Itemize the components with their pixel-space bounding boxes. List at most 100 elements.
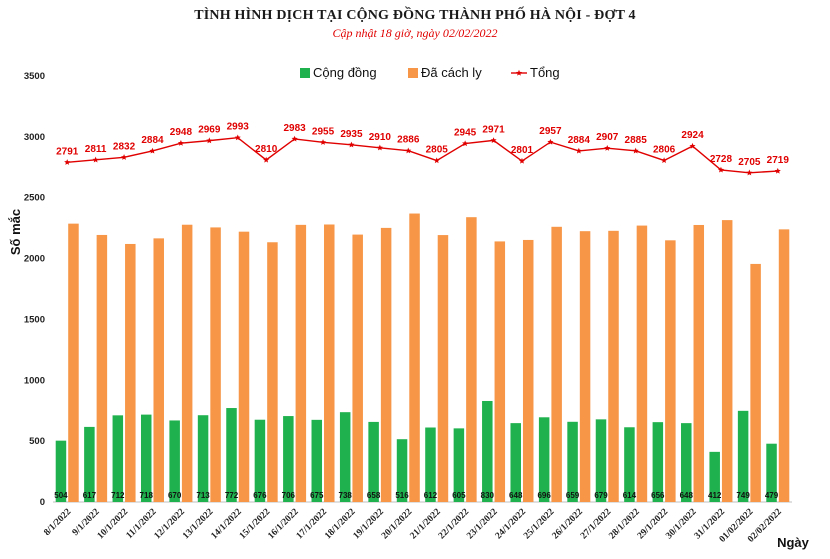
community-bar xyxy=(197,415,209,502)
isolated-bar xyxy=(778,229,790,503)
community-value-label: 658 xyxy=(367,491,381,500)
legend-label-community: Cộng đồng xyxy=(313,65,377,80)
legend-swatch-community xyxy=(300,68,310,78)
isolated-bar xyxy=(750,263,761,502)
y-tick-label: 0 xyxy=(40,497,45,508)
community-value-label: 712 xyxy=(111,491,125,500)
legend-label-total: Tổng xyxy=(530,65,560,80)
isolated-bar xyxy=(96,234,108,502)
community-bar xyxy=(112,415,124,502)
total-marker xyxy=(717,166,724,173)
community-value-label: 675 xyxy=(310,491,324,500)
isolated-bar xyxy=(352,234,363,502)
isolated-bar xyxy=(324,224,335,502)
total-marker xyxy=(575,147,582,154)
community-bar xyxy=(709,451,720,502)
total-marker xyxy=(149,147,156,154)
community-bars xyxy=(55,400,777,502)
community-bar xyxy=(140,414,152,502)
y-tick-label: 3000 xyxy=(24,132,45,143)
isolated-bar xyxy=(551,226,562,502)
community-bar xyxy=(737,410,749,502)
isolated-bar xyxy=(153,238,164,502)
isolated-bar xyxy=(466,217,477,502)
total-marker xyxy=(604,144,611,151)
community-bar xyxy=(453,428,465,502)
total-value-label: 2728 xyxy=(710,154,733,165)
total-value-label: 2910 xyxy=(369,132,392,143)
community-bar xyxy=(226,408,237,502)
community-bar xyxy=(482,400,493,502)
legend-swatch-isolated xyxy=(408,68,418,78)
community-value-label: 713 xyxy=(196,491,210,500)
community-bar xyxy=(652,422,664,502)
legend: Cộng đồng Đã cách ly Tổng xyxy=(300,65,560,80)
isolated-bar xyxy=(181,224,193,502)
total-marker xyxy=(547,138,554,145)
total-marker xyxy=(291,135,298,142)
community-bar xyxy=(425,427,436,502)
total-value-label: 2948 xyxy=(170,127,193,138)
total-marker xyxy=(518,157,526,164)
isolated-bar xyxy=(409,213,420,502)
total-value-label: 2955 xyxy=(312,126,335,137)
total-line xyxy=(64,134,781,176)
total-value-label: 2971 xyxy=(482,124,505,135)
community-value-label: 614 xyxy=(623,491,637,500)
community-value-label: 706 xyxy=(282,491,296,500)
total-value-label: 2957 xyxy=(539,126,562,137)
total-marker xyxy=(206,137,213,144)
total-value-label: 2884 xyxy=(141,135,164,146)
community-value-label: 679 xyxy=(594,491,608,500)
chart-subtitle: Cập nhật 18 giờ, ngày 02/02/2022 xyxy=(332,26,498,40)
total-marker xyxy=(433,157,440,164)
total-value-label: 2806 xyxy=(653,144,676,155)
community-value-label: 479 xyxy=(765,491,779,500)
total-value-label: 2805 xyxy=(426,145,449,156)
x-axis-ticks: 8/1/20229/1/202210/1/202211/1/202212/1/2… xyxy=(42,507,784,545)
y-tick-label: 2000 xyxy=(24,254,45,265)
total-marker xyxy=(263,156,270,163)
total-value-label: 2791 xyxy=(56,146,79,157)
community-bar xyxy=(538,417,550,502)
community-value-label: 749 xyxy=(736,491,750,500)
total-value-label: 2885 xyxy=(625,135,648,146)
total-value-label: 2945 xyxy=(454,128,477,139)
legend-marker-total xyxy=(515,69,523,76)
total-value-label: 2935 xyxy=(340,129,363,140)
total-line-path xyxy=(67,136,778,174)
y-tick-label: 1000 xyxy=(24,375,45,386)
total-marker xyxy=(632,147,639,154)
community-bar xyxy=(510,423,521,502)
total-marker xyxy=(177,139,184,146)
community-value-label: 617 xyxy=(83,491,97,500)
total-value-labels: 2791 2811 2832 2884 2948 2969 2993 2810 2983 2955… xyxy=(56,122,789,168)
total-marker xyxy=(462,140,469,147)
y-tick-label: 500 xyxy=(29,436,45,447)
total-marker xyxy=(661,157,668,164)
total-marker xyxy=(121,154,128,160)
isolated-bar xyxy=(494,241,506,502)
isolated-bar xyxy=(267,242,278,502)
community-bar xyxy=(368,421,379,502)
total-value-label: 2969 xyxy=(198,125,221,136)
isolated-bar xyxy=(437,235,449,502)
total-marker xyxy=(92,156,99,163)
community-value-label: 612 xyxy=(424,491,438,500)
total-value-label: 2993 xyxy=(227,122,250,133)
x-tick-label: 10/1/2022 xyxy=(96,507,130,541)
community-value-label: 516 xyxy=(395,491,409,500)
community-value-label: 504 xyxy=(54,491,68,500)
community-bar xyxy=(339,412,351,502)
total-value-label: 2832 xyxy=(113,141,136,152)
community-bar xyxy=(595,419,607,502)
community-bar xyxy=(169,420,180,502)
isolated-bar xyxy=(579,231,591,502)
community-value-label: 412 xyxy=(708,491,722,500)
community-value-label: 648 xyxy=(509,491,523,500)
total-value-label: 2886 xyxy=(397,135,420,146)
isolated-bar xyxy=(68,223,79,502)
community-bar xyxy=(396,439,408,502)
community-bar xyxy=(311,419,323,502)
